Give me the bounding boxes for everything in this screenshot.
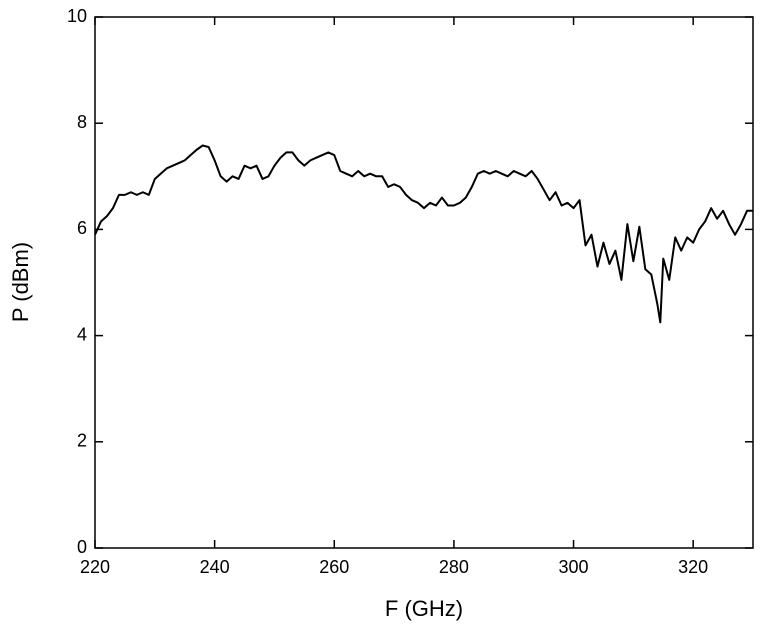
y-tick-label: 6 [77, 218, 87, 238]
x-tick-label: 240 [200, 557, 230, 577]
x-tick-label: 280 [439, 557, 469, 577]
y-tick-label: 2 [77, 431, 87, 451]
y-axis-title: P (dBm) [8, 242, 33, 322]
x-tick-label: 260 [319, 557, 349, 577]
y-tick-label: 8 [77, 112, 87, 132]
y-tick-label: 10 [67, 6, 87, 26]
y-tick-label: 0 [77, 537, 87, 557]
plot-frame [94, 16, 754, 549]
y-tick-label: 4 [77, 324, 87, 344]
x-axis-title: F (GHz) [385, 596, 463, 621]
x-tick-label: 300 [559, 557, 589, 577]
x-tick-label: 320 [678, 557, 708, 577]
data-line [94, 144, 753, 324]
x-tick-label: 220 [80, 557, 110, 577]
